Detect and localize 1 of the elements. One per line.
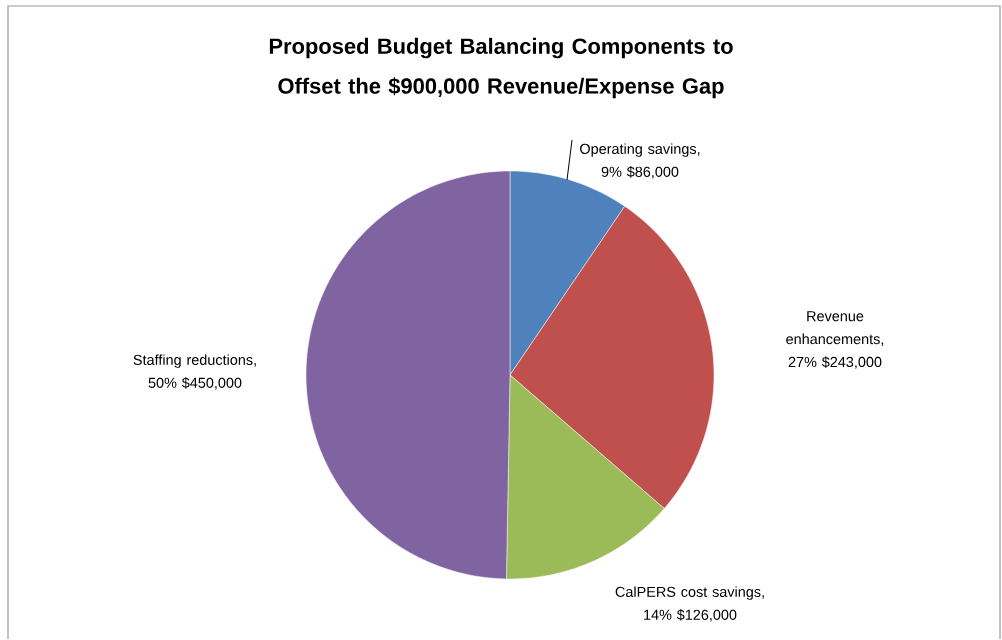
chart-title: Proposed Budget Balancing Components to Offset the $900,000 Revenue/Expense Gap xyxy=(269,38,733,99)
